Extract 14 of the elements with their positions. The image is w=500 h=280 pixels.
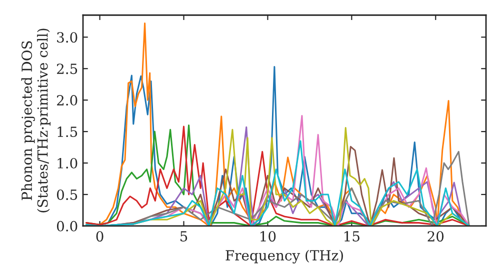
y-tick-label: 1.0 <box>58 158 78 168</box>
y-tick-label: 2.0 <box>56 95 78 106</box>
y-tick-label: 1.5 <box>58 126 78 138</box>
x-tick-label: 20 <box>428 231 444 242</box>
y-axis-title: Phonon projected DOS (States/THz·primitive cell) <box>21 28 50 212</box>
x-tick-label: 0 <box>96 231 104 242</box>
y-tick-label: 0.5 <box>56 189 78 200</box>
y-tick-label: 2.5 <box>56 64 78 74</box>
y-tick-label: 0.0 <box>56 220 78 232</box>
x-tick-label: 5 <box>180 231 188 242</box>
y-tick-label: 3.0 <box>57 32 78 43</box>
x-axis-title: Frequency (THz) <box>226 250 343 264</box>
x-tick-label: 10 <box>260 231 276 242</box>
x-tick-label: 15 <box>344 231 360 242</box>
